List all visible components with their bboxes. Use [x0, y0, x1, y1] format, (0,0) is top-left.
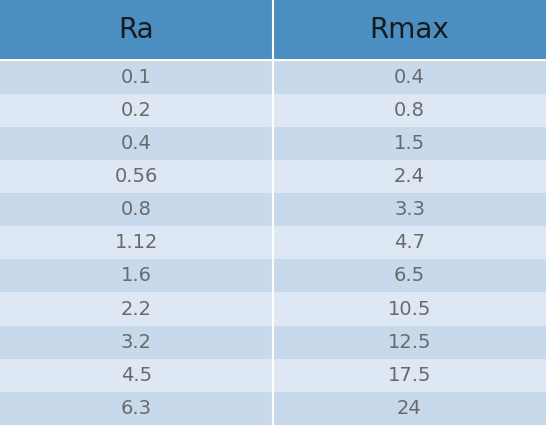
Text: Rmax: Rmax — [370, 16, 449, 44]
Text: 4.7: 4.7 — [394, 233, 425, 252]
Text: 17.5: 17.5 — [388, 366, 431, 385]
Text: 4.5: 4.5 — [121, 366, 152, 385]
Text: Ra: Ra — [118, 16, 155, 44]
Text: 0.4: 0.4 — [394, 68, 425, 86]
Text: 12.5: 12.5 — [388, 333, 431, 352]
Text: 2.4: 2.4 — [394, 167, 425, 186]
Text: 0.56: 0.56 — [115, 167, 158, 186]
Text: 6.3: 6.3 — [121, 399, 152, 418]
Text: 3.3: 3.3 — [394, 200, 425, 219]
Text: 1.5: 1.5 — [394, 134, 425, 153]
Text: 24: 24 — [397, 399, 422, 418]
Text: 1.6: 1.6 — [121, 266, 152, 285]
Text: 10.5: 10.5 — [388, 299, 431, 319]
Text: 0.4: 0.4 — [121, 134, 152, 153]
Text: 1.12: 1.12 — [115, 233, 158, 252]
Text: 0.8: 0.8 — [121, 200, 152, 219]
Text: 3.2: 3.2 — [121, 333, 152, 352]
Text: 0.1: 0.1 — [121, 68, 152, 86]
Text: 2.2: 2.2 — [121, 299, 152, 319]
Text: 6.5: 6.5 — [394, 266, 425, 285]
Text: 0.8: 0.8 — [394, 101, 425, 120]
Text: 0.2: 0.2 — [121, 101, 152, 120]
